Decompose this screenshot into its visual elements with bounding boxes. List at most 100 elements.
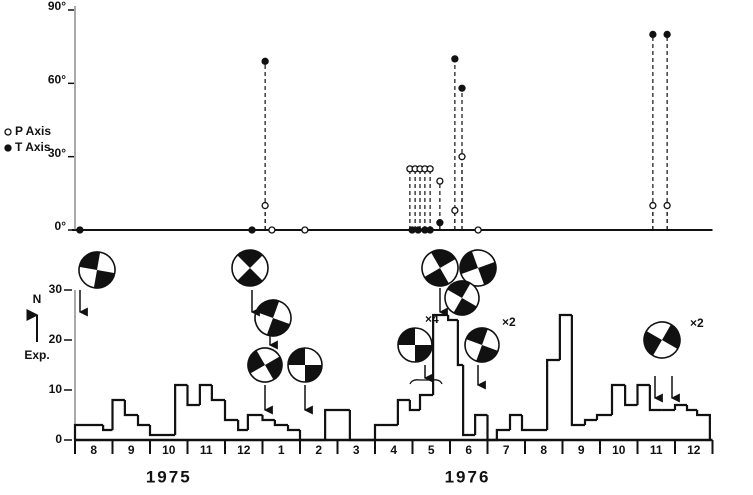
histogram-bin bbox=[324, 408, 350, 440]
histogram-bin bbox=[520, 415, 548, 432]
beach-ball-quadrant bbox=[237, 250, 263, 268]
beach-ball-quadrant bbox=[453, 298, 477, 315]
histogram-bin bbox=[186, 385, 200, 407]
x-tick-label: 3 bbox=[353, 443, 360, 457]
histogram-bin bbox=[685, 405, 698, 412]
beach-ball-quadrant bbox=[79, 252, 101, 270]
beach-ball-quadrant bbox=[93, 270, 115, 288]
x-tick-label: 2 bbox=[315, 443, 322, 457]
histogram-bin bbox=[174, 383, 188, 435]
beach-ball bbox=[287, 347, 323, 383]
histogram-bin bbox=[136, 415, 150, 427]
point bbox=[261, 201, 269, 210]
beach-ball-quadrant bbox=[431, 250, 456, 268]
histogram-bin bbox=[373, 423, 398, 440]
x-tick-label: 5 bbox=[428, 443, 435, 457]
histogram-bin bbox=[102, 425, 113, 432]
year-label: 1976 bbox=[445, 467, 491, 486]
multiplicity-label: ×2 bbox=[690, 316, 704, 330]
point bbox=[268, 226, 276, 234]
point bbox=[261, 57, 269, 65]
y-axis-label: Exp. bbox=[24, 348, 49, 362]
legend-marker bbox=[4, 128, 12, 136]
point bbox=[451, 55, 459, 63]
histogram-bin bbox=[273, 420, 288, 427]
point bbox=[436, 177, 444, 185]
point bbox=[649, 201, 657, 210]
beach-ball-quadrant bbox=[288, 348, 305, 365]
beach-ball-quadrant bbox=[398, 328, 415, 345]
x-tick-label: 8 bbox=[540, 443, 547, 457]
histogram-bin bbox=[508, 413, 522, 430]
focal-mechanisms bbox=[78, 249, 681, 415]
x-tick-label: 11 bbox=[650, 443, 663, 457]
histogram-bin bbox=[558, 313, 572, 360]
beach-ball-quadrant bbox=[305, 365, 322, 382]
histogram-bin bbox=[348, 410, 375, 442]
histogram-bin bbox=[210, 385, 225, 402]
y-axis-label: N bbox=[33, 292, 42, 306]
beach-ball-quadrant bbox=[478, 261, 496, 285]
beach-ball-quadrant bbox=[265, 356, 282, 380]
x-tick-label: 7 bbox=[503, 443, 510, 457]
x-tick-label: 12 bbox=[687, 443, 701, 457]
histogram-bin bbox=[286, 425, 300, 432]
x-tick-label: 10 bbox=[612, 443, 626, 457]
beach-ball bbox=[643, 321, 681, 359]
beach-ball-quadrant bbox=[415, 345, 432, 362]
beach-ball bbox=[421, 249, 459, 287]
y-tick-label: 30 bbox=[49, 282, 63, 296]
x-tick-label: 8 bbox=[90, 443, 97, 457]
histogram-bin bbox=[408, 400, 420, 412]
x-tick-label: 10 bbox=[162, 443, 176, 457]
beach-ball-quadrant bbox=[424, 268, 449, 286]
histogram-bin bbox=[123, 400, 138, 417]
beach-ball bbox=[78, 251, 116, 289]
x-tick-label: 9 bbox=[128, 443, 135, 457]
point bbox=[426, 165, 434, 173]
histogram-bin bbox=[495, 428, 510, 440]
y-tick-label: 30° bbox=[48, 146, 66, 160]
point bbox=[458, 153, 466, 161]
histogram-bin bbox=[486, 415, 497, 442]
beach-ball-quadrant bbox=[256, 300, 280, 318]
beach-ball-quadrant bbox=[447, 281, 471, 298]
beach-ball-quadrant bbox=[460, 251, 478, 275]
beach-ball bbox=[231, 249, 269, 287]
histogram-bin bbox=[546, 358, 560, 430]
histogram-bin bbox=[396, 398, 410, 425]
beach-ball bbox=[254, 299, 292, 337]
histogram-bin bbox=[237, 420, 248, 432]
point bbox=[414, 226, 422, 234]
histogram-bin bbox=[432, 313, 449, 395]
histogram-bin bbox=[111, 398, 125, 430]
legend-marker bbox=[4, 144, 12, 152]
point bbox=[301, 226, 309, 234]
histogram-bin bbox=[418, 393, 434, 410]
histogram-bin bbox=[624, 385, 638, 407]
histogram-bin bbox=[246, 413, 263, 430]
beach-ball-quadrant bbox=[466, 328, 488, 345]
plunge-panel: 0° 30° 60° 90° P Axis T Axis bbox=[4, 0, 713, 234]
x-tick-label: 11 bbox=[200, 443, 213, 457]
multiplicity-label: ×2 bbox=[502, 315, 516, 329]
point bbox=[426, 226, 434, 234]
histogram-bin bbox=[636, 383, 650, 405]
y-tick-label: 0° bbox=[55, 219, 67, 233]
beach-ball bbox=[464, 327, 500, 363]
beach-ball-quadrant bbox=[662, 324, 680, 349]
multiplicity-label: ×4 bbox=[425, 312, 439, 326]
histogram-bin bbox=[456, 320, 464, 367]
histogram-bin bbox=[673, 403, 687, 410]
y-tick-label: 20 bbox=[49, 332, 63, 346]
histogram-bin bbox=[73, 423, 104, 440]
beach-ball-quadrant bbox=[644, 331, 662, 356]
histogram-bin bbox=[462, 365, 476, 437]
y-tick-label: 90° bbox=[48, 0, 66, 13]
beach-ball bbox=[444, 280, 480, 316]
beach-ball-quadrant bbox=[266, 318, 290, 336]
histogram-bin bbox=[648, 385, 662, 412]
histogram-bin bbox=[474, 413, 488, 435]
point bbox=[76, 226, 84, 234]
